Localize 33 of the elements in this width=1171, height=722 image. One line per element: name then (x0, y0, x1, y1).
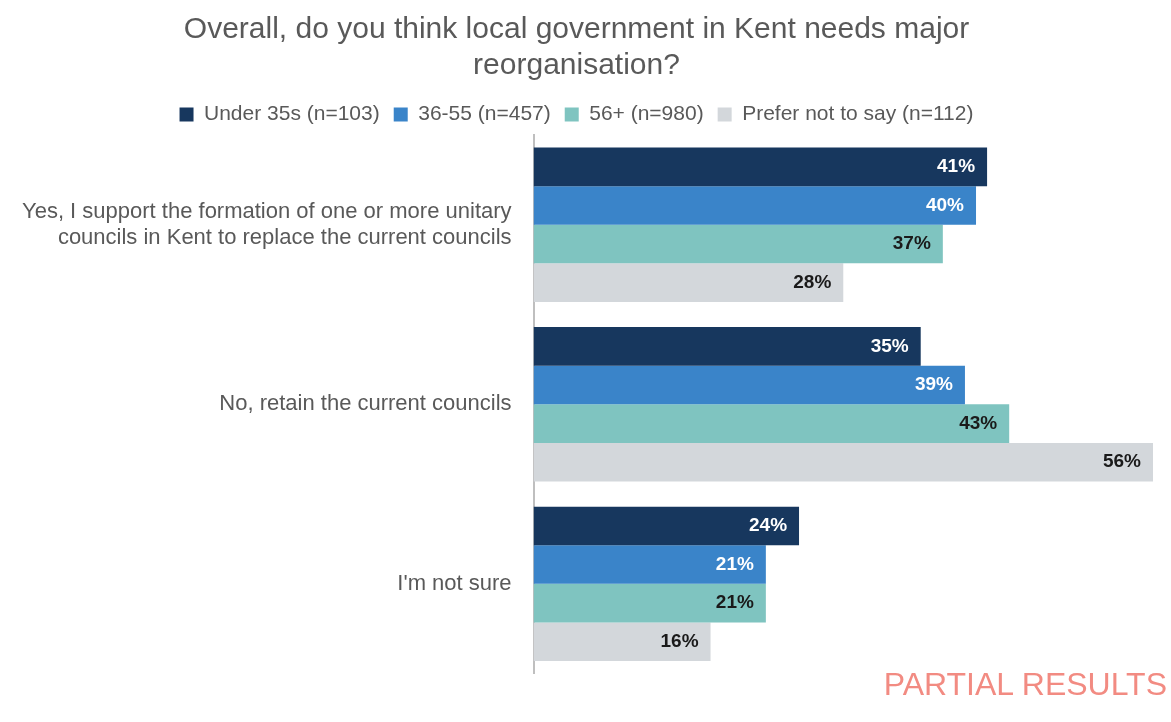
data-label: 28% (793, 270, 832, 292)
y-tick-label: Yes, I support the formation of one or more unitary councils in Kent to replace the current councils (21, 197, 512, 250)
bar (533, 263, 844, 302)
data-label: 40% (925, 193, 965, 215)
legend-label: Prefer not to say (n=112) (742, 101, 974, 125)
bar (533, 622, 711, 662)
bar (533, 442, 1153, 482)
legend-label: 56+ (n=980) (589, 101, 704, 125)
data-label: 43% (959, 411, 998, 433)
bar (533, 506, 800, 546)
data-label: 56% (1102, 450, 1142, 472)
bar (533, 545, 766, 584)
bar (533, 186, 977, 225)
data-label: 21% (715, 552, 754, 574)
legend-label: 36-55 (n=457) (418, 101, 551, 125)
data-label: 35% (870, 334, 909, 356)
bar (533, 327, 921, 366)
data-label: 41% (937, 155, 976, 177)
bar (533, 365, 965, 405)
legend-label: Under 35s (n=103) (204, 101, 380, 125)
data-label: 24% (749, 514, 788, 536)
annotation: PARTIAL RESULTS (883, 665, 1167, 702)
bar (533, 404, 1010, 443)
data-label: 39% (914, 373, 954, 395)
chart-title: Overall, do you think local government in Kent needs major reorganisation? (183, 11, 970, 81)
data-label: 16% (660, 629, 699, 651)
bar (533, 147, 988, 187)
data-label: 37% (892, 232, 931, 254)
data-label: 21% (715, 591, 754, 613)
bar (533, 224, 943, 264)
y-tick-label: No, retain the current councils (219, 390, 512, 416)
y-tick-label: I'm not sure (397, 569, 512, 595)
bar (533, 583, 766, 623)
